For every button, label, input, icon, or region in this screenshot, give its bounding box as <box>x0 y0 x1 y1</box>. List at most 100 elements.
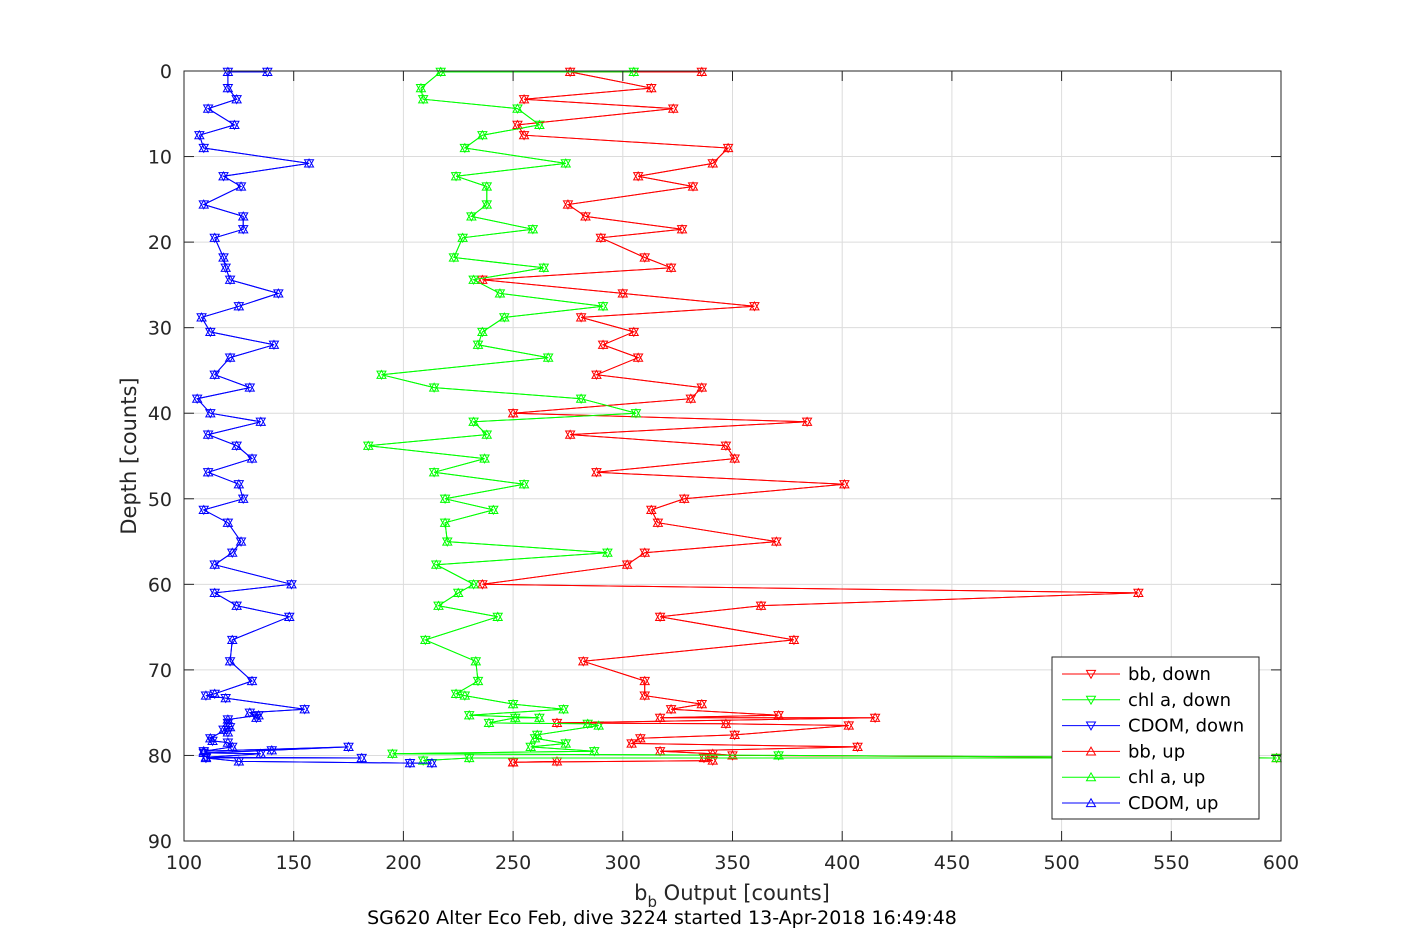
data-point-marker <box>667 103 679 113</box>
data-point-marker <box>253 709 264 720</box>
data-point-marker <box>450 688 462 698</box>
data-point-marker <box>492 611 504 621</box>
data-point-marker <box>244 382 256 392</box>
data-point-marker <box>498 312 510 322</box>
data-point-marker <box>696 698 708 709</box>
x-tick-label: 150 <box>276 852 312 874</box>
data-point-marker <box>222 737 234 747</box>
data-point-marker <box>551 717 563 728</box>
data-point-marker <box>628 66 640 76</box>
data-point-marker <box>729 729 741 740</box>
legend-marker-sample <box>1085 797 1097 808</box>
data-point-marker <box>507 757 519 767</box>
data-point-marker <box>654 712 666 722</box>
data-point-marker <box>575 312 587 322</box>
legend-marker-sample <box>1085 721 1097 731</box>
data-point-marker <box>645 504 657 514</box>
data-point-marker <box>196 312 207 322</box>
y-tick-label: 10 <box>148 147 172 169</box>
series-5 <box>191 66 438 768</box>
data-point-marker <box>255 748 267 758</box>
data-point-marker <box>518 93 530 104</box>
x-tick-label: 400 <box>824 852 860 874</box>
data-point-marker <box>202 103 214 113</box>
data-point-marker <box>202 429 214 439</box>
data-point-marker <box>595 232 607 242</box>
data-point-marker <box>224 352 236 362</box>
data-point-marker <box>226 634 238 645</box>
x-axis-label-main: b <box>634 881 647 905</box>
data-point-marker <box>628 326 640 337</box>
data-point-marker <box>430 559 442 569</box>
data-point-marker <box>591 466 602 477</box>
data-point-marker <box>209 369 221 379</box>
data-point-marker <box>560 738 572 748</box>
legend-item: chl a, down <box>1062 690 1231 711</box>
x-tick-label: 200 <box>385 852 421 874</box>
data-point-marker <box>621 559 633 569</box>
data-point-marker <box>630 407 642 418</box>
data-point-marker <box>542 352 554 362</box>
series-line <box>482 71 1277 763</box>
data-point-marker <box>472 339 484 349</box>
data-point-marker <box>507 407 519 418</box>
data-point-marker <box>419 634 431 645</box>
data-point-marker <box>634 733 646 743</box>
data-point-marker <box>494 288 506 298</box>
data-point-marker <box>222 517 234 527</box>
data-point-marker <box>222 727 234 737</box>
data-point-marker <box>665 703 677 714</box>
x-tick-label: 250 <box>495 852 531 874</box>
axis-tick-labels: 100 150 200 250 300 350 400 450 500 550 600 0 10 20 30… <box>148 61 1299 874</box>
data-point-marker <box>801 416 813 426</box>
data-point-marker <box>487 504 499 514</box>
data-point-marker <box>468 274 479 284</box>
data-point-marker <box>707 748 719 758</box>
data-point-marker <box>729 453 741 463</box>
data-point-marker <box>639 547 651 557</box>
data-point-marker <box>632 352 644 362</box>
data-point-marker <box>233 300 245 311</box>
data-point-marker <box>852 741 863 751</box>
data-point-marker <box>387 748 398 758</box>
data-point-marker <box>466 211 477 221</box>
data-point-marker <box>222 82 234 93</box>
data-point-marker <box>577 656 589 666</box>
series-layer <box>191 66 1282 769</box>
data-point-marker <box>209 232 221 242</box>
data-point-marker <box>218 252 229 262</box>
x-axis-label-rest: Output [counts] <box>657 881 830 905</box>
data-point-marker <box>463 709 475 720</box>
data-point-marker <box>198 745 210 756</box>
data-point-marker <box>237 223 249 234</box>
data-point-marker <box>246 453 258 463</box>
data-point-marker <box>222 66 234 76</box>
data-point-marker <box>231 600 243 610</box>
data-point-marker <box>1133 587 1144 597</box>
series-4 <box>362 66 1282 765</box>
data-point-marker <box>198 142 210 153</box>
data-point-marker <box>246 675 258 686</box>
legend-item: bb, down <box>1062 664 1211 685</box>
data-point-marker <box>191 393 203 403</box>
data-point-marker <box>639 675 651 686</box>
data-point-marker <box>356 752 368 763</box>
legend-label: chl a, down <box>1128 690 1231 711</box>
x-axis-label-subscript: b <box>647 893 657 911</box>
data-point-marker <box>417 93 429 104</box>
data-point-marker <box>439 517 451 527</box>
data-point-marker <box>755 600 767 610</box>
data-point-marker <box>507 698 519 709</box>
legend-item: chl a, up <box>1062 767 1205 788</box>
data-point-marker <box>255 416 267 426</box>
legend-marker-sample <box>1085 746 1097 756</box>
data-point-marker <box>376 369 387 379</box>
legend-label: bb, up <box>1128 741 1185 762</box>
data-point-marker <box>593 720 605 730</box>
data-point-marker <box>564 429 576 439</box>
legend: bb, down chl a, down CDOM, down bb, up chl a… <box>1051 656 1260 820</box>
data-point-marker <box>626 738 637 748</box>
data-point-marker <box>788 634 800 645</box>
data-point-marker <box>244 707 256 717</box>
data-point-marker <box>678 493 690 503</box>
